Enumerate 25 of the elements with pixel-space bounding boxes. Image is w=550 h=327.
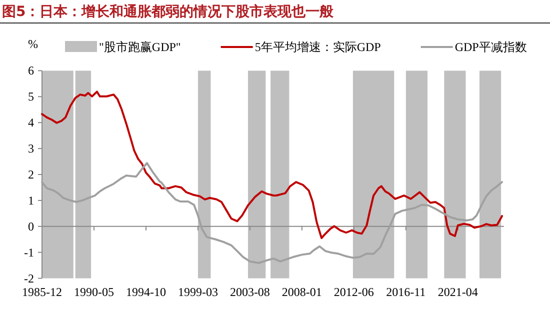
x-tick-label: 2012-06 (334, 285, 374, 299)
x-tick-label: 1994-10 (126, 285, 166, 299)
legend-label: GDP平减指数 (454, 40, 527, 54)
x-tick-label: 1999-03 (178, 285, 218, 299)
x-tick-label: 2021-04 (438, 285, 478, 299)
y-tick-label: 5 (28, 90, 34, 104)
x-tick-label: 2003-08 (230, 285, 270, 299)
y-axis-title: % (28, 37, 38, 51)
y-tick-label: 6 (28, 64, 34, 78)
legend-label: "股市跑赢GDP" (99, 40, 181, 54)
y-tick-label: -1 (24, 245, 34, 260)
x-tick-label: 2016-11 (386, 285, 426, 299)
y-tick-label: 0 (28, 219, 34, 234)
line-series (41, 162, 504, 264)
y-tick-label: 3 (28, 142, 34, 156)
line-series (41, 90, 504, 240)
legend-label: 5年平均增速：实际GDP (254, 40, 382, 54)
x-tick-label: 1990-05 (74, 285, 114, 299)
chart-title: 图5：日本：增长和通胀都弱的情况下股市表现也一般 (2, 3, 335, 20)
x-tick-label: 2008-01 (282, 285, 322, 299)
y-tick-label: -2 (24, 271, 34, 286)
y-tick-label: 1 (28, 193, 34, 208)
x-tick-label: 1985-12 (22, 285, 62, 299)
y-tick-label: 2 (28, 168, 34, 182)
y-tick-label: 4 (28, 116, 34, 130)
